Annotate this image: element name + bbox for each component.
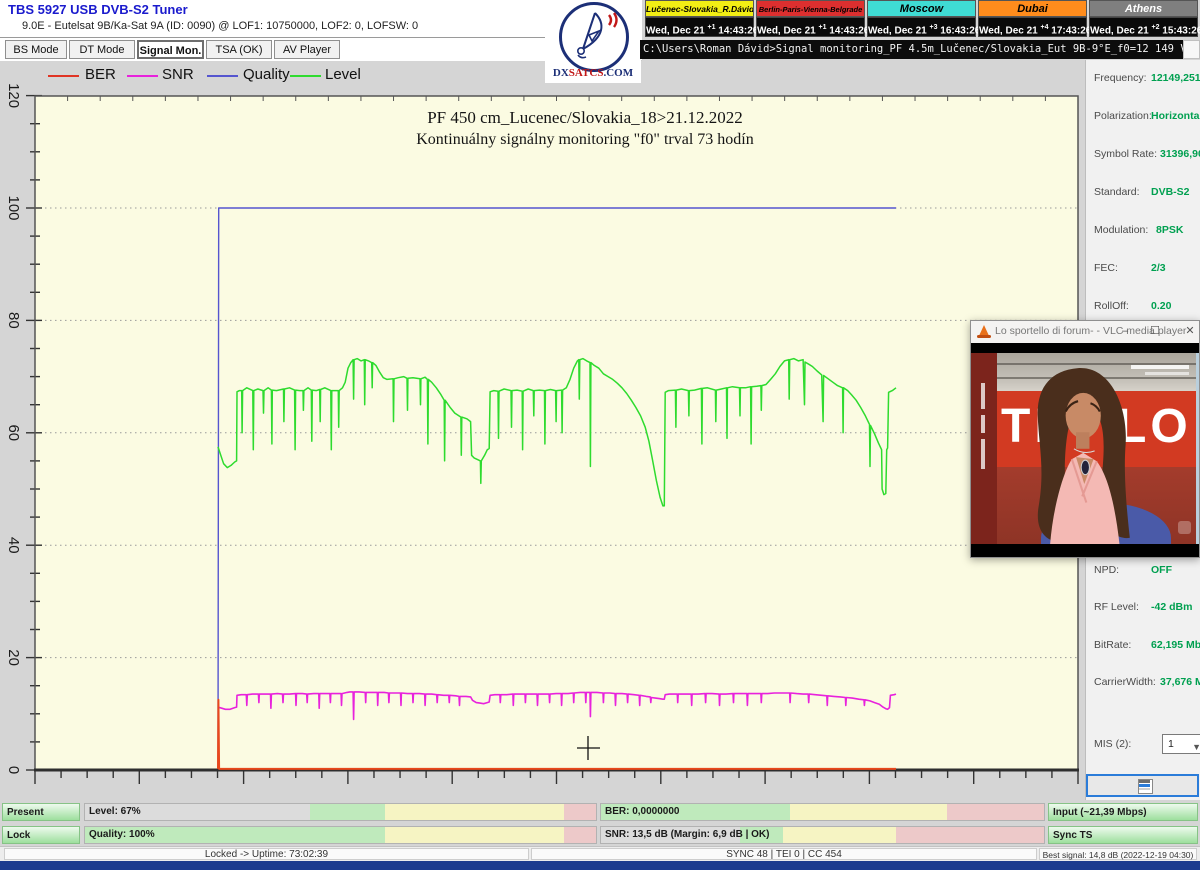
svg-text:100: 100 (5, 195, 22, 220)
list-icon (1138, 779, 1153, 794)
legend-label-level: Level (325, 66, 361, 83)
input-badge: Input (~21,39 Mbps) (1048, 803, 1198, 821)
legend-swatch-quality (207, 75, 238, 77)
onscreen-caption-bar-2 (1145, 372, 1189, 375)
studio-left-column (971, 353, 997, 544)
svg-text:40: 40 (5, 537, 22, 554)
legend-label-ber: BER (85, 66, 116, 83)
sync-ts-badge: Sync TS (1048, 826, 1198, 844)
lock-badge: Lock (2, 826, 80, 844)
ber-meter: BER: 0,0000000 (600, 803, 1045, 821)
maximize-button[interactable]: ☐ (1150, 325, 1160, 337)
param-rolloff: RollOff: 0.20 (1094, 300, 1172, 312)
legend-swatch-snr (127, 75, 158, 77)
taskbar-edge (0, 861, 1200, 870)
tab-row: BS Mode DT Mode Signal Mon. TSA (OK) AV … (0, 37, 545, 61)
param-modulation: Modulation: 8PSK (1094, 224, 1184, 236)
clock-moscow: Moscow Wed, Dec 21 +3 16:43:26 (867, 0, 980, 38)
quality-meter: Quality: 100% (84, 826, 597, 844)
transponder-list-button[interactable] (1086, 774, 1199, 797)
legend-label-snr: SNR (162, 66, 194, 83)
logo-text: DXSATCS.COM (552, 67, 634, 79)
tuner-panel: TBS 5927 USB DVB-S2 Tuner 9.0E - Eutelsa… (0, 0, 642, 61)
tab-av-player[interactable]: AV Player (274, 40, 340, 59)
svg-text:0: 0 (5, 766, 22, 774)
svg-text:80: 80 (5, 312, 22, 329)
clock-lucenec: Lučenec-Slovakia_R.Dávid Wed, Dec 21 +1 … (645, 0, 758, 38)
legend-swatch-ber (48, 75, 79, 77)
clock-athens: Athens Wed, Dec 21 +2 15:43:26 (1089, 0, 1200, 38)
minimize-button[interactable]: – (1121, 325, 1129, 337)
param-rf-level: RF Level: -42 dBm (1094, 601, 1193, 613)
clock-dubai: Dubai Wed, Dec 21 +4 17:43:26 (978, 0, 1091, 38)
level-meter: Level: 67% (84, 803, 597, 821)
sync-status: SYNC 48 | TEI 0 | CC 454 (531, 848, 1037, 860)
vlc-titlebar[interactable]: Lo sportello di forum- - VLC media playe… (971, 321, 1199, 344)
presenter-woman (1037, 367, 1130, 544)
svg-text:60: 60 (5, 424, 22, 441)
uptime-status: Locked -> Uptime: 73:02:39 (4, 848, 529, 860)
vlc-cone-icon (977, 325, 991, 338)
svg-text:20: 20 (5, 649, 22, 666)
statusbar: Locked -> Uptime: 73:02:39 SYNC 48 | TEI… (0, 846, 1200, 862)
tuner-subtitle: 9.0E - Eutelsat 9B/Ka-Sat 9A (ID: 0090) … (22, 20, 419, 32)
channel-logo (1178, 521, 1191, 534)
param-standard: Standard: DVB-S2 (1094, 186, 1190, 198)
console-scrollbar[interactable] (1183, 40, 1200, 59)
best-signal-status: Best signal: 14,8 dB (2022-12-19 04:30) (1039, 848, 1197, 860)
param-symbol-rate: Symbol Rate:31396,904 KS/s (1094, 148, 1200, 160)
param-npd: NPD: OFF (1094, 564, 1172, 576)
tab-bs-mode[interactable]: BS Mode (5, 40, 67, 59)
svg-text:120: 120 (5, 83, 22, 108)
present-badge: Present (2, 803, 80, 821)
tv-studio-scene: TE LO (971, 353, 1199, 544)
param-frequency: Frequency:12149,251 MHz (1094, 72, 1200, 84)
tuner-title: TBS 5927 USB DVB-S2 Tuner (8, 2, 188, 17)
tab-signal-mon[interactable]: Signal Mon. (137, 40, 204, 59)
mis-row: MIS (2): 1 ▼ (1094, 734, 1200, 754)
param-bitrate: BitRate:62,195 Mbit/s (1094, 639, 1200, 651)
close-button[interactable]: ✕ (1185, 325, 1195, 337)
tab-tsa[interactable]: TSA (OK) (206, 40, 272, 59)
studio-letters-right: LO (1117, 400, 1192, 453)
world-clocks: Lučenec-Slovakia_R.Dávid Wed, Dec 21 +1 … (645, 0, 1200, 38)
legend-label-quality: Quality (243, 66, 290, 83)
param-polarization: Polarization: Horizontal (1094, 110, 1200, 122)
satellite-dish-icon (559, 2, 629, 72)
chart-subtitle: Kontinuálny signálny monitoring "f0" trv… (416, 131, 754, 148)
chart-title: PF 450 cm_Lucenec/Slovakia_18>21.12.2022 (427, 108, 743, 127)
console-window: C:\Users\Roman Dávid>Signal monitoring_P… (640, 40, 1183, 59)
vlc-window[interactable]: Lo sportello di forum- - VLC media playe… (970, 320, 1200, 558)
tab-dt-mode[interactable]: DT Mode (69, 40, 135, 59)
onscreen-caption-bar (1131, 365, 1189, 369)
param-fec: FEC: 2/3 (1094, 262, 1166, 274)
mis-dropdown[interactable]: 1 ▼ (1162, 734, 1200, 754)
param-carrier-width: CarrierWidth:37,676 MHz (1094, 676, 1200, 688)
legend-swatch-level (290, 75, 321, 77)
snr-meter: SNR: 13,5 dB (Margin: 6,9 dB | OK) (600, 826, 1045, 844)
dxsatcs-logo: DXSATCS.COM (545, 0, 641, 83)
scene-right-edge (1196, 353, 1199, 544)
chevron-down-icon: ▼ (1192, 742, 1200, 752)
vlc-video-area[interactable]: TE LO (971, 343, 1199, 557)
clock-berlin: Berlin-Paris-Vienna-Belgrade Wed, Dec 21… (756, 0, 869, 38)
